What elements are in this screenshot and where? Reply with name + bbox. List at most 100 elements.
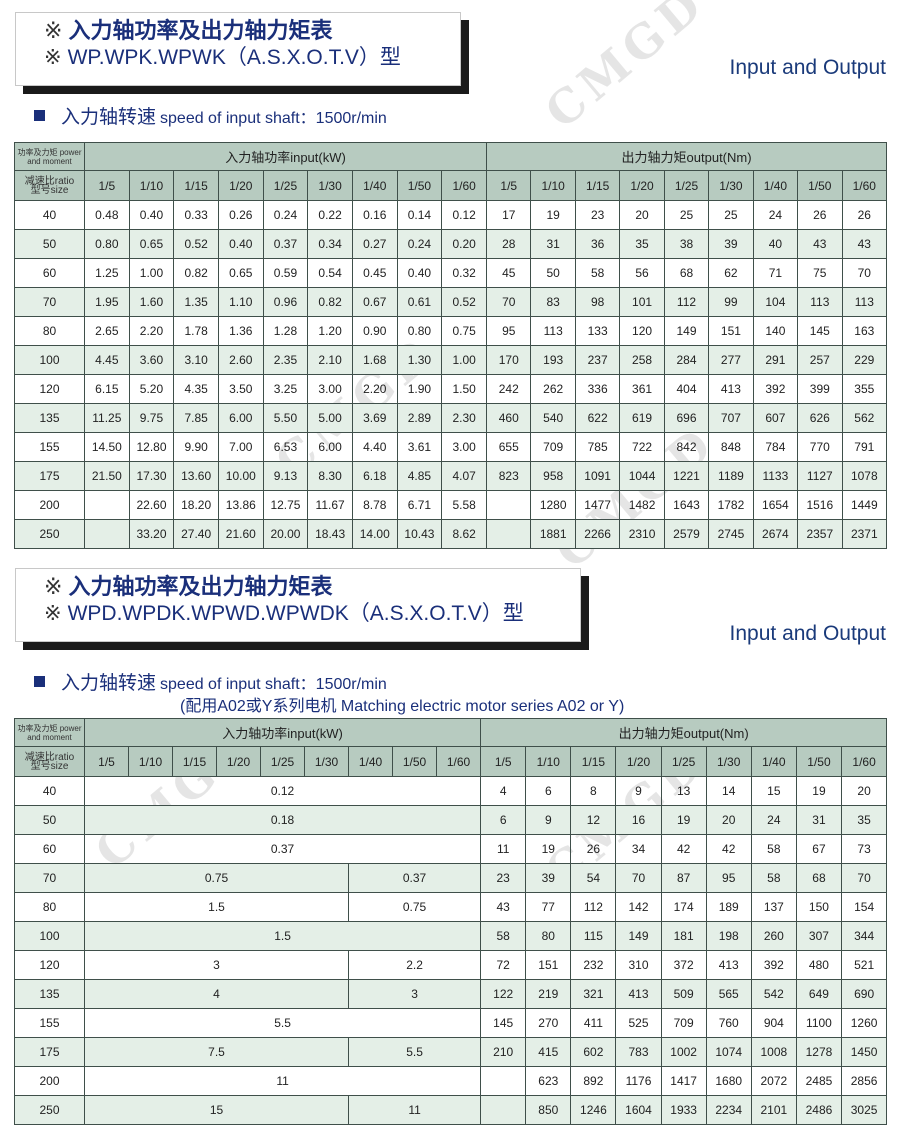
output-torque-cell: 760 [705,1008,752,1038]
input-power-cell: 0.80 [84,229,130,259]
ratio-row: 减速比ratio 型号size 1/5 1/10 1/15 1/20 1/25 1/30 1/4… [14,170,888,201]
output-torque-cell: 174 [660,892,707,922]
output-torque-cell: 4 [480,776,527,806]
input-power-header: 入力轴功率input(kW) [83,142,488,171]
table-row: 40 0.12 4 6 8 9 13 14 15 19 20 [14,776,888,806]
output-torque-cell: 2485 [795,1066,843,1096]
input-power-cell: 1.78 [173,316,219,346]
ratio-header: 1/20 [619,170,665,201]
output-torque-cell: 83 [530,287,576,317]
input-power-cell: 21.60 [217,519,264,549]
input-power-cell: 14.00 [351,519,398,549]
size-cell: 175 [14,461,85,491]
table-row: 50 0.18 6 9 12 16 19 20 24 31 35 [14,805,888,835]
output-torque-cell: 525 [615,1008,662,1038]
output-torque-cell: 1516 [797,490,843,520]
input-power-cell: 7.5 [84,1037,349,1067]
output-torque-cell: 392 [750,950,797,980]
output-torque-cell: 242 [486,374,532,404]
input-power-cell: 1.50 [441,374,488,404]
input-power-cell: 0.52 [173,229,219,259]
input-power-cell: 1.5 [83,921,482,951]
input-power-cell: 6.18 [351,461,398,491]
size-cell: 80 [14,892,85,922]
output-torque-cell: 36 [574,229,621,259]
input-power-cell: 0.37 [347,863,482,893]
output-torque-cell: 95 [705,863,752,893]
input-power-cell: 4.07 [441,461,488,491]
output-torque-cell: 229 [841,345,888,375]
output-torque-cell: 2371 [841,519,888,549]
section1-io-label: Input and Output [729,56,886,79]
output-torque-cell: 19 [530,200,576,230]
input-power-cell: 1.10 [217,287,264,317]
output-torque-cell: 237 [574,345,621,375]
section2-title-box: ※ 入力轴功率及出力轴力矩表 ※ WPD.WPDK.WPWD.WPWDK（A.S.X… [15,568,581,642]
input-power-cell: 0.27 [351,229,398,259]
output-torque-cell: 6 [525,776,572,806]
output-torque-cell: 219 [525,979,572,1009]
output-torque-cell: 23 [574,200,621,230]
input-power-cell: 0.24 [262,200,309,230]
output-torque-cell: 892 [570,1066,617,1096]
output-torque-cell: 2266 [574,519,621,549]
output-torque-cell: 58 [750,834,797,864]
input-power-cell: 0.22 [307,200,353,230]
input-power-cell: 2.20 [128,316,175,346]
input-power-cell: 0.52 [441,287,488,317]
output-torque-cell: 1278 [795,1037,843,1067]
output-torque-cell: 13 [660,776,707,806]
output-torque-cell: 2072 [750,1066,797,1096]
input-power-cell: 0.26 [217,200,264,230]
output-torque-cell: 150 [795,892,843,922]
output-torque-cell: 24 [752,200,799,230]
input-power-cell: 5.20 [128,374,175,404]
input-power-cell: 27.40 [173,519,219,549]
output-torque-cell: 145 [797,316,843,346]
input-power-cell: 0.32 [441,258,488,288]
ratio-header: 1/30 [705,746,752,777]
table-row: 200 11 623 892 1176 1417 1680 2072 2485 2856 [14,1066,888,1096]
input-power-cell: 18.20 [173,490,219,520]
size-cell: 200 [14,490,85,520]
table-row: 120 6.15 5.20 4.35 3.50 3.25 3.00 2.20 1.90 1.50 2… [14,374,888,404]
table-row: 100 1.5 58 80 115 149 181 198 260 307 344 [14,921,888,951]
output-torque-cell: 68 [663,258,710,288]
output-torque-cell: 1477 [574,490,621,520]
input-power-cell: 0.48 [84,200,130,230]
input-power-cell: 0.34 [307,229,353,259]
input-power-cell: 8.78 [351,490,398,520]
output-torque-cell: 1074 [705,1037,752,1067]
output-torque-cell: 58 [574,258,621,288]
output-torque-cell: 258 [619,345,665,375]
input-power-cell: 1.5 [84,892,349,922]
output-torque-cell: 1044 [619,461,665,491]
output-torque-cell: 284 [663,345,710,375]
output-torque-cell: 783 [615,1037,662,1067]
output-torque-cell: 50 [530,258,576,288]
output-torque-cell: 1449 [841,490,888,520]
input-power-cell: 3.61 [396,432,443,462]
output-torque-cell: 43 [797,229,843,259]
output-torque-cell: 709 [660,1008,707,1038]
input-power-cell: 2.65 [84,316,130,346]
output-torque-cell: 145 [480,1008,527,1038]
input-power-cell: 4.85 [396,461,443,491]
output-torque-cell: 75 [797,258,843,288]
size-cell: 40 [14,776,85,806]
input-power-cell: 0.65 [128,229,175,259]
input-power-cell: 5.5 [347,1037,482,1067]
output-torque-cell: 722 [619,432,665,462]
output-torque-cell: 1782 [708,490,754,520]
output-torque-cell: 151 [525,950,572,980]
ratio-header: 1/20 [216,746,261,777]
input-power-cell: 12.80 [128,432,175,462]
corner-ratio-size: 减速比ratio 型号size [14,746,85,777]
output-torque-cell: 39 [525,863,572,893]
output-torque-cell: 31 [795,805,843,835]
table-row: 100 4.45 3.60 3.10 2.60 2.35 2.10 1.68 1.30 1.00 1… [14,345,888,375]
output-torque-cell: 1260 [840,1008,888,1038]
ratio-header: 1/25 [260,746,305,777]
output-torque-cell: 291 [752,345,799,375]
output-torque-cell: 404 [663,374,710,404]
